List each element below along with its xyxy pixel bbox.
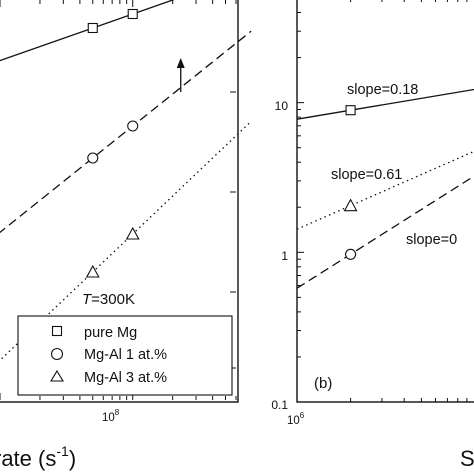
legend-triangle-marker [50,369,64,382]
panel-a-marker-1-0 [87,152,99,164]
panel-a-marker-2-1 [125,226,140,240]
panel-a-xlabel: rate (s-1) [0,443,76,471]
slope-label-0: slope=0 [406,232,457,248]
slope-label-0-18: slope=0.18 [347,82,418,98]
panel-b-xlabel: S [460,446,474,471]
slope-label-0-61: slope=0.61 [331,167,402,183]
panel-b: 10 1 0.1 106 (b) slope=0.18 slope=0.61 s… [271,0,474,471]
temperature-annotation: T=300K [82,291,135,308]
legend-square-marker [51,325,63,337]
arrow-head [176,58,185,68]
panel-a-fit-line-0 [0,0,175,62]
panel-a-arrow [176,58,185,92]
panel-b-fit-line-2 [296,175,474,289]
panel-b-frame [296,0,474,403]
panel-a: T=300K pure Mg Mg-Al 1 at.% Mg-Al 3 at.%… [0,0,252,471]
panel-b-fit-lines [296,88,474,289]
xtick-b-mantissa: 10 [287,415,300,427]
panel-a-marker-1-1 [127,120,139,132]
panel-b-fit-line-0 [296,88,474,120]
temperature-symbol: T [82,291,93,308]
panel-b-marker-1-0 [343,198,358,212]
xtick-exponent: 8 [115,408,120,417]
panel-b-xtick-label: 106 [287,411,305,427]
xlabel-close: ) [69,446,76,471]
panel-b-ticks [296,0,468,403]
panel-b-ytick-1: 1 [281,249,288,263]
legend-label-mg-al-1: Mg-Al 1 at.% [84,347,167,363]
xlabel-text: rate (s [0,446,56,471]
xtick-b-exponent: 6 [300,411,305,420]
panel-b-markers [343,105,358,260]
panel-b-marker-0-0 [345,105,356,116]
panel-b-marker-2-0 [345,248,357,260]
legend-label-mg-al-3: Mg-Al 3 at.% [84,370,167,386]
panel-b-ytick-10: 10 [275,99,289,113]
panel-a-legend: pure Mg Mg-Al 1 at.% Mg-Al 3 at.% [17,315,233,396]
panel-a-markers [85,8,140,278]
xlabel-superscript: -1 [56,443,69,459]
legend-circle-marker [50,347,64,361]
panel-a-xtick-label: 108 [102,408,120,424]
temperature-value: =300K [91,291,135,308]
xtick-mantissa: 10 [102,412,115,424]
panel-a-marker-0-1 [127,8,138,20]
panel-b-ytick-0-1: 0.1 [271,398,288,412]
panel-a-marker-0-0 [87,22,98,34]
panel-a-marker-2-0 [85,264,100,278]
panel-a-frame [0,0,239,403]
panel-b-label: (b) [314,375,332,392]
panel-a-fit-line-1 [0,30,252,234]
legend-label-pure-mg: pure Mg [84,325,137,341]
